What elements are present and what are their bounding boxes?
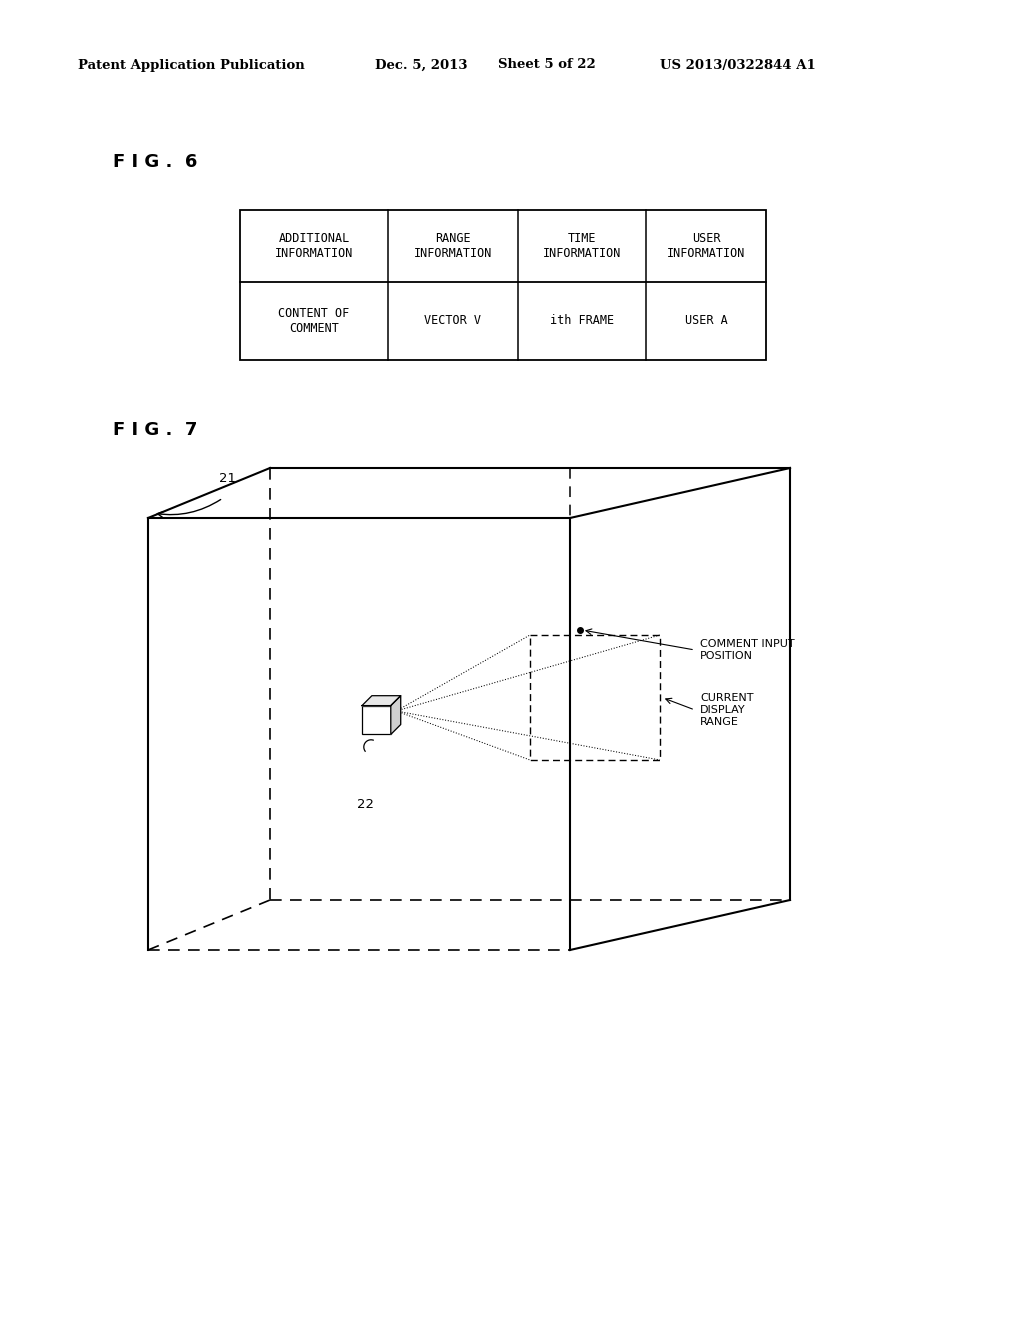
Text: 22: 22 xyxy=(356,799,374,812)
Text: Patent Application Publication: Patent Application Publication xyxy=(78,58,305,71)
Text: US 2013/0322844 A1: US 2013/0322844 A1 xyxy=(660,58,816,71)
Text: 21: 21 xyxy=(219,471,237,484)
Text: COMMENT INPUT
POSITION: COMMENT INPUT POSITION xyxy=(700,639,795,661)
Text: CONTENT OF
COMMENT: CONTENT OF COMMENT xyxy=(279,308,349,335)
Bar xyxy=(240,210,766,360)
Text: VECTOR V: VECTOR V xyxy=(425,314,481,327)
Text: F I G .  6: F I G . 6 xyxy=(113,153,198,172)
Text: Dec. 5, 2013: Dec. 5, 2013 xyxy=(375,58,468,71)
Text: ith FRAME: ith FRAME xyxy=(550,314,614,327)
Text: ADDITIONAL
INFORMATION: ADDITIONAL INFORMATION xyxy=(274,232,353,260)
Bar xyxy=(362,706,391,734)
Text: F I G .  7: F I G . 7 xyxy=(113,421,198,440)
Text: CURRENT
DISPLAY
RANGE: CURRENT DISPLAY RANGE xyxy=(700,693,754,726)
Text: Sheet 5 of 22: Sheet 5 of 22 xyxy=(498,58,596,71)
Polygon shape xyxy=(391,696,400,734)
Text: RANGE
INFORMATION: RANGE INFORMATION xyxy=(414,232,493,260)
Text: USER A: USER A xyxy=(685,314,727,327)
Text: USER
INFORMATION: USER INFORMATION xyxy=(667,232,745,260)
Text: TIME
INFORMATION: TIME INFORMATION xyxy=(543,232,622,260)
Polygon shape xyxy=(362,696,400,706)
